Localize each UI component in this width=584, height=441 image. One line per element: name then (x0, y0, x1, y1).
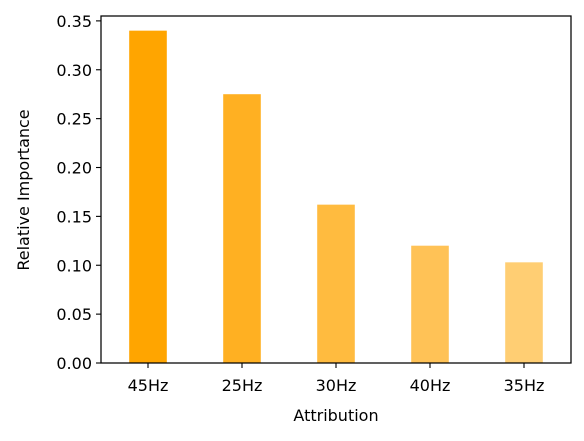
x-tick-label: 25Hz (222, 376, 263, 395)
bars-group (129, 30, 543, 363)
bar-25hz (223, 94, 261, 363)
y-tick-label: 0.10 (56, 256, 92, 275)
y-tick-label: 0.25 (56, 110, 92, 129)
y-tick-label: 0.30 (56, 61, 92, 80)
x-axis-ticks: 45Hz 25Hz 30Hz 40Hz 35Hz (128, 363, 545, 395)
bar-30hz (317, 204, 355, 363)
y-tick-label: 0.00 (56, 354, 92, 373)
y-tick-label: 0.35 (56, 12, 92, 31)
y-tick-label: 0.15 (56, 207, 92, 226)
y-tick-label: 0.05 (56, 305, 92, 324)
y-tick-label: 0.20 (56, 159, 92, 178)
y-axis-label: Relative Importance (14, 109, 33, 270)
x-tick-label: 45Hz (128, 376, 169, 395)
y-axis-ticks: 0.00 0.05 0.10 0.15 0.20 0.25 0.30 0.35 (56, 12, 101, 373)
bar-35hz (505, 262, 543, 363)
bar-40hz (411, 245, 449, 363)
x-tick-label: 35Hz (504, 376, 545, 395)
x-tick-label: 40Hz (410, 376, 451, 395)
x-axis-label: Attribution (293, 406, 378, 425)
bar-45hz (129, 30, 167, 363)
plot-frame (100, 15, 572, 364)
x-tick-label: 30Hz (316, 376, 357, 395)
